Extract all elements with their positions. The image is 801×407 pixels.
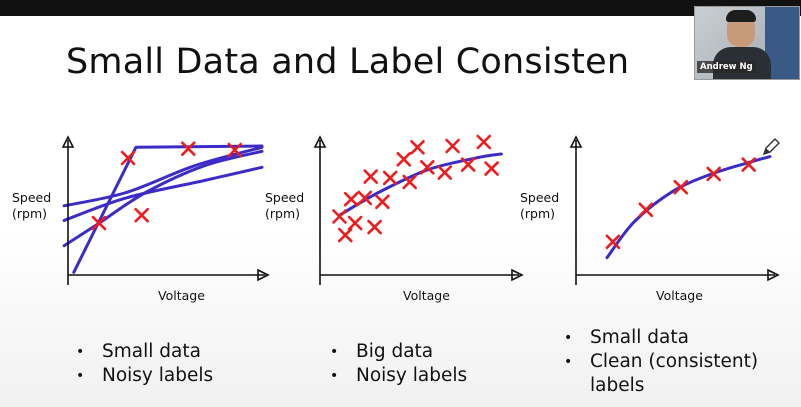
y-axis-label-line2: (rpm)	[12, 206, 47, 221]
data-point-x-marker	[396, 151, 412, 167]
data-point-x-marker	[338, 227, 353, 243]
y-axis-label-line1: Speed	[12, 190, 51, 205]
data-point-x-marker	[460, 157, 476, 172]
data-point-x-marker	[673, 179, 689, 195]
presenter-webcam: Andrew Ng	[694, 6, 800, 80]
bullet-item: Noisy labels	[330, 364, 467, 388]
x-axis-arrow	[767, 268, 780, 282]
data-point-x-marker	[91, 215, 107, 231]
data-point-x-marker	[375, 194, 390, 210]
data-point-x-marker	[484, 161, 499, 176]
data-point-x-marker	[476, 134, 492, 150]
bullet-item: Big data	[330, 340, 467, 364]
data-point-x-marker	[437, 165, 453, 180]
fit-curve	[62, 145, 264, 208]
bullets-panel-3: Small data Clean (consistent) labels	[564, 326, 796, 398]
y-axis-label-line1: Speed	[520, 190, 559, 205]
x-axis-label: Voltage	[403, 288, 450, 303]
y-axis-arrow	[61, 135, 75, 148]
data-point-x-marker	[410, 140, 425, 155]
data-point-x-marker	[741, 157, 756, 172]
x-axis-label: Voltage	[158, 288, 205, 303]
chart-big-data-noisy: Speed (rpm) Voltage	[265, 134, 524, 303]
bullets-panel-1: Small data Noisy labels	[76, 340, 213, 388]
data-point-x-marker	[382, 170, 398, 186]
data-point-x-marker	[357, 190, 373, 206]
data-point-x-marker	[445, 138, 460, 154]
data-point-x-marker	[134, 207, 149, 223]
data-point-x-marker	[120, 150, 136, 166]
bullet-item: Clean (consistent) labels	[564, 350, 796, 398]
pencil-icon	[762, 138, 780, 156]
bullet-item: Noisy labels	[76, 364, 213, 388]
top-bar	[0, 0, 801, 16]
presenter-name-label: Andrew Ng	[697, 61, 756, 73]
fit-curve	[62, 165, 264, 222]
fit-curve	[338, 152, 503, 217]
data-point-x-marker	[638, 202, 654, 218]
data-point-x-marker	[181, 141, 196, 157]
x-axis-arrow	[257, 268, 270, 282]
x-axis-label: Voltage	[656, 288, 703, 303]
fit-curve	[72, 144, 264, 274]
data-point-x-marker	[367, 219, 382, 235]
y-axis-label-line2: (rpm)	[520, 206, 555, 221]
y-axis-label-line2: (rpm)	[265, 206, 300, 221]
y-axis-arrow	[569, 135, 583, 148]
y-axis-arrow	[313, 135, 327, 148]
chart-small-data-noisy: Speed (rpm) Voltage	[12, 135, 270, 303]
data-point-x-marker	[706, 166, 721, 182]
data-point-x-marker	[402, 174, 417, 190]
data-point-x-marker	[332, 209, 347, 224]
data-point-x-marker	[347, 215, 363, 231]
fit-curve	[605, 155, 772, 260]
x-axis-arrow	[511, 268, 524, 282]
bullets-panel-2: Big data Noisy labels	[330, 340, 467, 388]
data-point-x-marker	[605, 234, 621, 250]
slide-title: Small Data and Label Consisten	[66, 42, 630, 82]
data-point-x-marker	[227, 142, 243, 158]
bullet-item: Small data	[564, 326, 796, 350]
data-point-x-marker	[343, 191, 359, 207]
webcam-presenter-hair	[726, 10, 756, 22]
data-point-x-marker	[363, 169, 378, 184]
chart-small-data-clean: Speed (rpm) Voltage	[520, 135, 780, 303]
bullet-item: Small data	[76, 340, 213, 364]
y-axis-label-line1: Speed	[265, 190, 304, 205]
data-point-x-marker	[420, 159, 435, 175]
